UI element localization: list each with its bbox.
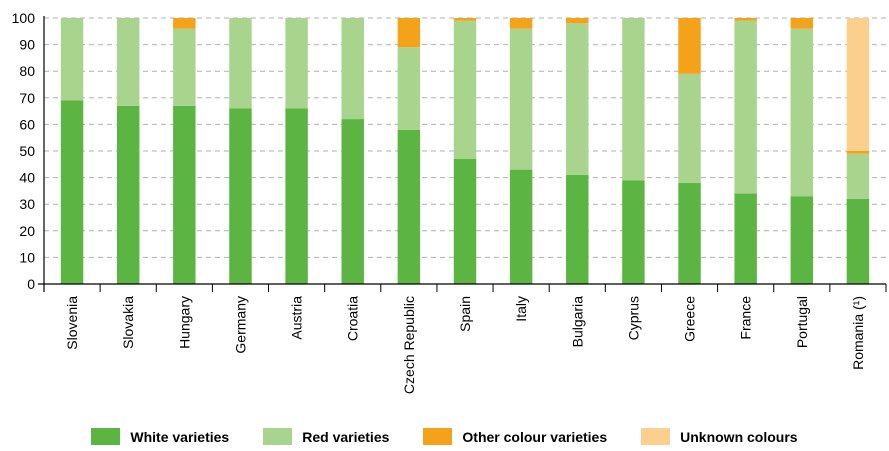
y-tick-label: 60 <box>19 116 35 132</box>
bar-segment <box>453 20 477 159</box>
bar-segment <box>60 18 84 101</box>
bar-segment <box>622 180 645 284</box>
legend-swatch <box>263 428 293 445</box>
bar-segment <box>453 158 477 284</box>
bar-segment <box>509 18 533 29</box>
x-tick-label: Greece <box>682 296 698 342</box>
legend-swatch <box>641 428 671 445</box>
bar-segment <box>678 73 701 183</box>
y-tick-label: 30 <box>19 196 35 212</box>
legend-swatch <box>91 428 121 445</box>
bar-segment <box>397 18 421 48</box>
bar-segment <box>678 182 701 284</box>
x-tick-label: Austria <box>289 296 305 340</box>
legend-item: Red varieties <box>263 428 389 445</box>
bar-segment <box>846 153 870 199</box>
bar-segment <box>846 198 870 284</box>
bar-segment <box>397 129 421 284</box>
bar-segment <box>734 18 757 21</box>
legend-item: Unknown colours <box>641 428 798 445</box>
bar-segment <box>341 18 364 120</box>
bar-segment <box>790 28 814 197</box>
y-tick-label: 100 <box>12 10 36 26</box>
bar-segment <box>678 18 701 74</box>
x-tick-label: Italy <box>513 296 529 322</box>
y-tick-label: 80 <box>19 63 35 79</box>
legend-label: Unknown colours <box>680 428 798 445</box>
x-tick-label: Portugal <box>794 296 810 348</box>
x-tick-label: Romania (¹) <box>850 296 866 370</box>
bar-segment <box>173 105 196 284</box>
bar-segment <box>622 18 645 181</box>
bar-segment <box>734 193 757 284</box>
bars <box>60 18 870 285</box>
x-tick-label: Slovakia <box>120 296 136 349</box>
y-tick-label: 0 <box>27 276 35 292</box>
legend-label: Red varieties <box>302 428 390 445</box>
bar-segment <box>229 18 252 109</box>
y-tick-label: 20 <box>19 223 35 239</box>
bar-segment <box>285 18 308 109</box>
bar-segment <box>285 108 308 284</box>
x-tick-label: Hungary <box>176 296 192 349</box>
bar-segment <box>846 18 870 151</box>
bar-segment <box>453 18 477 21</box>
x-tick-label: France <box>738 296 754 340</box>
legend-label: Other colour varieties <box>462 428 608 445</box>
y-tick-label: 10 <box>19 249 35 265</box>
legend: White varieties Red varieties Other colour… <box>0 428 889 445</box>
y-tick-label: 50 <box>19 143 35 159</box>
x-tick-label: Spain <box>457 296 473 332</box>
bar-segment <box>509 28 533 170</box>
bar-segment <box>173 18 196 29</box>
bar-segment <box>116 18 140 106</box>
x-tick-label: Czech Republic <box>401 296 417 394</box>
axes <box>38 16 887 292</box>
bar-segment <box>790 196 814 284</box>
y-tick-label: 40 <box>19 170 35 186</box>
bar-segment <box>509 169 533 284</box>
legend-swatch <box>423 428 453 445</box>
x-tick-label: Germany <box>232 296 248 354</box>
legend-item: Other colour varieties <box>423 428 607 445</box>
x-tick-label: Slovenia <box>64 296 80 350</box>
x-tick-label: Bulgaria <box>569 296 585 348</box>
bar-segment <box>566 23 589 175</box>
y-tick-label: 70 <box>19 90 35 106</box>
bar-segment <box>397 47 421 130</box>
bar-segment <box>60 100 84 285</box>
bar-segment <box>341 119 364 284</box>
bar-segment <box>846 151 870 154</box>
bar-segment <box>790 18 814 29</box>
y-tick-labels: 0 10 20 30 40 50 60 70 80 90 100 <box>12 10 36 292</box>
x-tick-label: Croatia <box>345 296 361 341</box>
legend-item: White varieties <box>91 428 229 445</box>
category-labels: Slovenia Slovakia Hungary Germany Austria Cro… <box>64 296 866 394</box>
legend-label: White varieties <box>130 428 230 445</box>
y-tick-label: 90 <box>19 37 35 53</box>
x-tick-label: Cyprus <box>625 296 641 340</box>
bar-segment <box>734 20 757 194</box>
bar-segment <box>116 105 140 284</box>
bar-segment <box>173 28 196 106</box>
bar-segment <box>566 18 589 24</box>
bar-segment <box>229 108 252 284</box>
bar-segment <box>566 174 589 284</box>
